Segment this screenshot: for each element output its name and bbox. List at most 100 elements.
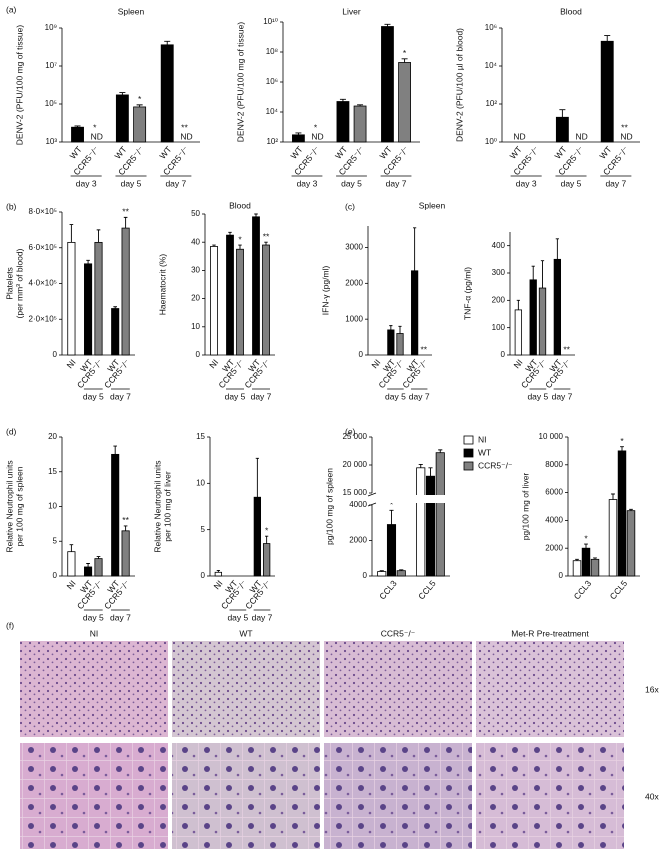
error-bar	[620, 446, 624, 451]
y-tick-label: 20	[191, 294, 200, 303]
significance: **	[621, 122, 628, 132]
error-bar	[584, 543, 588, 549]
y-tick-label: 5	[201, 525, 206, 534]
micrograph-texture	[172, 743, 320, 849]
group-label: day 5	[83, 391, 104, 401]
y-tick-label: 0	[501, 350, 506, 359]
micrograph-texture	[324, 743, 472, 849]
significance: **	[181, 122, 188, 132]
micrograph-texture	[476, 743, 624, 849]
y-axis-label: Relative Neutrophil units	[152, 460, 162, 552]
panel-label: (a)	[6, 4, 17, 14]
group-label: day 5	[83, 612, 104, 622]
error-bar	[389, 509, 394, 525]
error-bar	[389, 325, 393, 330]
bar	[590, 558, 600, 577]
error-bar	[69, 544, 74, 552]
y-tick-label: 25 000	[343, 432, 368, 441]
significance: *	[238, 234, 242, 244]
y-axis-label: Platelets	[4, 267, 14, 300]
significance: **	[122, 207, 129, 217]
y-tick-label: 4000	[349, 500, 367, 509]
y-tick-label: 10⁰	[485, 137, 497, 146]
micrograph-texture	[324, 641, 472, 737]
group-label: day 7	[252, 612, 273, 622]
bar	[121, 227, 130, 356]
group-label: day 7	[386, 178, 407, 188]
error-bar	[123, 216, 128, 229]
bar	[626, 510, 636, 577]
group-label: day 5	[385, 391, 406, 401]
x-tick-label: CCL5	[608, 578, 630, 601]
micrographs	[20, 641, 624, 849]
row-label: 16x	[645, 684, 659, 694]
x-tick-label: NI	[211, 578, 224, 591]
bar	[600, 40, 614, 143]
error-bar	[559, 109, 566, 118]
micrograph-texture	[172, 641, 320, 737]
bar	[253, 496, 262, 577]
y-tick-label: 2000	[545, 543, 563, 552]
bar	[425, 475, 436, 577]
bar	[396, 570, 406, 577]
error-bar	[540, 260, 545, 289]
significance: *	[620, 436, 624, 446]
y-tick-label: 0	[201, 571, 206, 580]
error-bar	[339, 98, 346, 102]
error-bar	[86, 563, 90, 567]
error-bar	[216, 569, 220, 573]
y-tick-label: 20 000	[343, 460, 368, 469]
group-label: day 7	[251, 391, 272, 401]
y-tick-label: 8·0×10⁵	[29, 207, 57, 216]
group-label: day 7	[552, 391, 573, 401]
panel-label: (c)	[345, 201, 355, 211]
y-tick-label: 10⁵	[45, 99, 57, 108]
y-tick-label: 4·0×10⁵	[29, 279, 57, 288]
bar	[398, 62, 411, 143]
bar	[617, 450, 627, 577]
axis-break-mark	[367, 492, 377, 507]
significance: **	[420, 344, 427, 354]
bar	[581, 547, 591, 577]
bar	[553, 258, 562, 356]
group-label: day 7	[165, 178, 186, 188]
y-axis-label: (per mm³ of blood)	[14, 248, 24, 318]
y-tick-label: 300	[492, 268, 506, 277]
y-axis-label: per 100 mg of liver	[162, 471, 172, 542]
panel-label: (b)	[6, 201, 17, 211]
y-axis-label: per 100 mg of spleen	[14, 466, 24, 546]
chart-title: Blood	[229, 200, 251, 210]
bar	[236, 248, 244, 356]
group-label: day 3	[516, 178, 537, 188]
y-tick-label: 2000	[345, 278, 363, 287]
bar	[160, 44, 174, 143]
y-tick-label: 0	[559, 571, 564, 580]
bar	[387, 329, 395, 356]
error-bar	[516, 299, 520, 310]
bar	[210, 246, 218, 356]
legend-swatch	[463, 461, 474, 471]
x-tick-label: NI	[65, 357, 78, 370]
error-bar	[136, 104, 143, 107]
y-tick-label: 400	[492, 241, 506, 250]
y-tick-label: 6000	[545, 488, 563, 497]
y-tick-label: 10⁴	[266, 107, 279, 116]
error-bar	[384, 23, 391, 27]
y-axis-label: Relative Neutrophil units	[4, 460, 14, 552]
x-tick-label: CCL3	[572, 578, 594, 601]
value-label: ND	[91, 131, 103, 141]
y-tick-label: 10⁷	[45, 61, 57, 70]
y-tick-label: 0	[363, 571, 368, 580]
value-label: ND	[311, 131, 323, 141]
bar	[84, 566, 93, 577]
column-title: NI	[90, 628, 99, 638]
significance: *	[138, 94, 142, 104]
bar	[262, 543, 271, 577]
bar	[84, 263, 93, 356]
bar	[67, 241, 76, 356]
error-bar	[86, 259, 90, 264]
legend-swatch	[463, 435, 474, 445]
y-tick-label: 10²	[266, 137, 278, 146]
bar	[214, 571, 223, 577]
y-tick-label: 3000	[345, 243, 363, 252]
